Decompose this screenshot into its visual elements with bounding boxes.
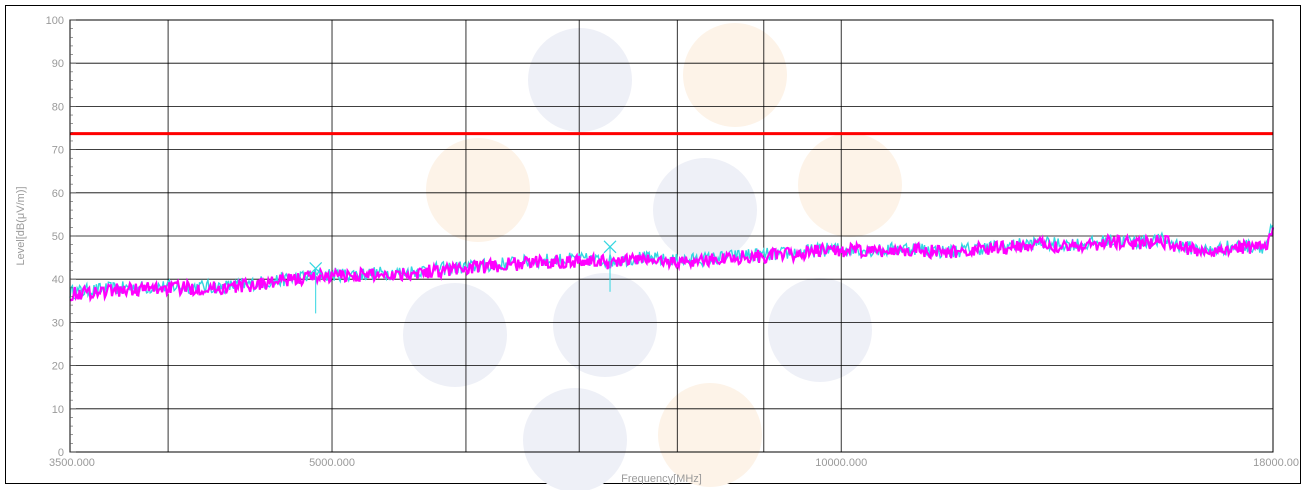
x-tick-label: 10000.000 <box>815 457 867 469</box>
x-axis-label: Frequency[MHz] <box>621 473 702 485</box>
x-axis-ticks: 3500.000 5000.000 10000.000 18000.00 <box>49 457 1299 469</box>
y-tick-label: 20 <box>52 361 64 373</box>
y-tick-label: 90 <box>52 58 64 70</box>
series-group <box>69 223 1275 303</box>
y-tick-label: 50 <box>52 231 64 243</box>
chart-frame <box>5 5 1301 484</box>
markers-group <box>309 240 617 314</box>
y-tick-label: 70 <box>52 145 64 157</box>
peak-marker <box>309 261 323 314</box>
y-axis-ticks: 0 10 20 30 40 50 60 70 80 90 100 <box>46 15 76 459</box>
y-tick-label: 10 <box>52 404 64 416</box>
y-axis-label: Level[dB(μV/m)] <box>15 186 27 265</box>
y-tick-label: 100 <box>46 15 64 27</box>
peak-marker <box>603 240 617 292</box>
y-tick-label: 0 <box>58 447 64 459</box>
x-tick-label: 3500.000 <box>49 457 95 469</box>
y-tick-label: 30 <box>52 317 64 329</box>
y-tick-label: 80 <box>52 101 64 113</box>
y-tick-label: 40 <box>52 274 64 286</box>
y-tick-label: 60 <box>52 188 64 200</box>
x-tick-label: 18000.00 <box>1253 457 1299 469</box>
series-line <box>69 227 1275 303</box>
x-tick-label: 5000.000 <box>309 457 355 469</box>
